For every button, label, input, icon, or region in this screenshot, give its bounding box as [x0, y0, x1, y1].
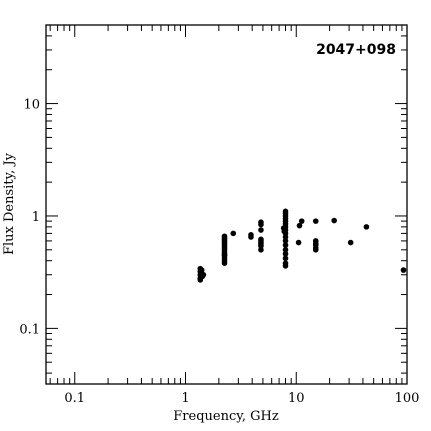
- data-point: [258, 247, 264, 253]
- data-point: [258, 221, 264, 228]
- data-point: [331, 217, 337, 224]
- data-point: [248, 234, 254, 240]
- y-tick-label: 10: [23, 98, 40, 113]
- data-point: [400, 267, 407, 273]
- x-tick-label: 10: [288, 391, 305, 406]
- x-tick-label: 100: [395, 391, 420, 406]
- data-point: [347, 239, 354, 246]
- data-point: [296, 222, 303, 229]
- y-axis-label: Flux Density, Jy: [2, 152, 17, 255]
- plot-frame: [45, 24, 408, 385]
- data-point: [282, 255, 289, 262]
- y-tick-label: 1: [32, 210, 40, 225]
- data-point: [282, 234, 289, 240]
- data-point: [258, 227, 264, 233]
- tick-labels: 0.1 1 10 100 0.1 1 10: [19, 98, 419, 406]
- data-point: [221, 260, 228, 267]
- x-tick-label: 1: [181, 391, 189, 406]
- data-point: [295, 239, 302, 246]
- data-point: [312, 218, 319, 224]
- data-points: [197, 208, 407, 283]
- data-point: [282, 242, 289, 248]
- data-point: [221, 252, 228, 258]
- data-point: [282, 251, 289, 257]
- data-point: [282, 263, 289, 269]
- data-point: [282, 247, 289, 253]
- chart-title: 2047+098: [316, 42, 396, 58]
- data-point: [230, 230, 237, 237]
- data-point: [200, 271, 207, 278]
- data-point: [363, 224, 370, 230]
- x-tick-label: 0.1: [64, 391, 85, 406]
- data-point: [312, 247, 319, 253]
- data-point: [298, 218, 305, 224]
- y-tick-label: 0.1: [19, 322, 40, 337]
- x-axis-label: Frequency, GHz: [173, 409, 279, 424]
- axis-ticks: [46, 24, 408, 384]
- data-point: [282, 238, 289, 244]
